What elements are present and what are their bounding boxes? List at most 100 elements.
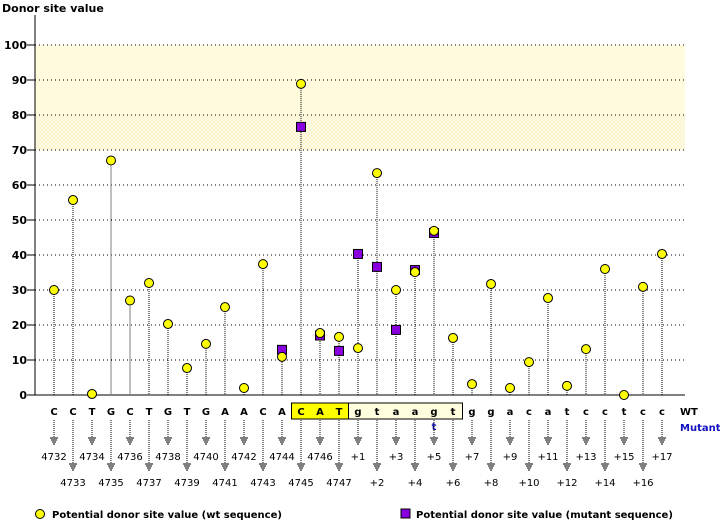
wt-base: C [69,407,76,418]
position-label: +4 [408,478,423,489]
position-label: +1 [351,452,366,463]
position-label: 4744 [269,452,294,463]
wt-point [657,248,667,259]
wt-base: G [164,407,172,418]
position-label: +10 [518,478,539,489]
wt-base: t [451,407,456,418]
intron-highlight-box [348,402,463,420]
position-label: 4736 [117,452,142,463]
wt-base: a [545,407,552,418]
wt-point [106,155,116,166]
wt-point [334,331,344,342]
wt-point [581,344,591,355]
legend-wt-label: Potential donor site value (wt sequence) [52,510,282,520]
y-tick-label: 60 [12,179,28,192]
wt-base: t [375,407,380,418]
mutant-point [334,345,344,356]
wt-point [410,267,420,278]
wt-point [619,390,629,400]
position-label: +17 [651,452,672,463]
wt-point [296,78,306,89]
y-tick-label: 90 [12,74,28,87]
wt-base: g [487,407,494,418]
position-label: 4733 [60,478,85,489]
position-label: 4734 [79,452,104,463]
y-tick-label: 50 [12,214,28,227]
legend-mutant-label: Potential donor site value (mutant seque… [416,510,673,520]
position-label: +7 [465,452,480,463]
wt-point [144,278,154,288]
wt-point [125,295,135,306]
position-label: 4739 [174,478,199,489]
wt-base: A [316,407,324,418]
wt-point [486,279,496,290]
wt-point [524,357,534,368]
wt-point [220,302,230,313]
legend-wt-marker [35,509,45,519]
wt-point [239,383,249,393]
mutant-point [372,261,382,272]
position-label: +6 [446,478,461,489]
wt-point [562,380,572,391]
wt-base: t [622,407,627,418]
wt-base: C [126,407,133,418]
wt-base: c [602,407,608,418]
position-label: 4747 [326,478,351,489]
position-label: +9 [503,452,518,463]
position-label: +3 [389,452,404,463]
position-label: +15 [613,452,634,463]
highlight-band [35,115,685,150]
wt-point [543,293,553,304]
position-label: +11 [537,452,558,463]
wt-point [201,338,211,349]
wt-point [600,264,610,274]
position-label: 4732 [41,452,66,463]
position-label: +8 [484,478,499,489]
wt-point [353,343,363,354]
wt-point [448,332,458,343]
wt-point [315,328,325,339]
wt-base: A [221,407,229,418]
wt-point [372,168,382,179]
wt-point [277,351,287,362]
wt-base: G [107,407,115,418]
wt-base: C [50,407,57,418]
position-label: 4745 [288,478,313,489]
position-label: 4743 [250,478,275,489]
wt-base: a [393,407,400,418]
y-tick-label: 70 [12,144,28,157]
wt-point [68,195,78,206]
y-tick-label: 40 [12,249,28,262]
wt-point [638,281,648,292]
position-label: +16 [632,478,653,489]
y-tick-label: 10 [12,354,28,367]
mutant-point [296,121,306,132]
y-axis-label: Donor site value [2,2,104,15]
wt-base: T [336,407,343,418]
wt-row-label: WT [680,407,698,418]
wt-base: T [184,407,191,418]
position-label: +5 [427,452,442,463]
y-tick-label: 0 [19,389,27,402]
wt-base: c [583,407,589,418]
legend-mutant-marker [400,508,411,519]
mutant-row-label: Mutant [680,423,720,434]
position-label: +14 [594,478,615,489]
wt-point [391,285,401,295]
position-label: +2 [370,478,385,489]
wt-base: t [565,407,570,418]
wt-base: g [430,407,437,418]
wt-base: g [468,407,475,418]
position-label: 4738 [155,452,180,463]
y-tick-label: 80 [12,109,28,122]
y-tick-label: 20 [12,319,28,332]
wt-base: T [89,407,96,418]
wt-point [163,318,173,329]
wt-base: a [412,407,419,418]
wt-base: T [146,407,153,418]
wt-point [87,388,97,399]
wt-base: C [297,407,304,418]
position-label: 4735 [98,478,123,489]
